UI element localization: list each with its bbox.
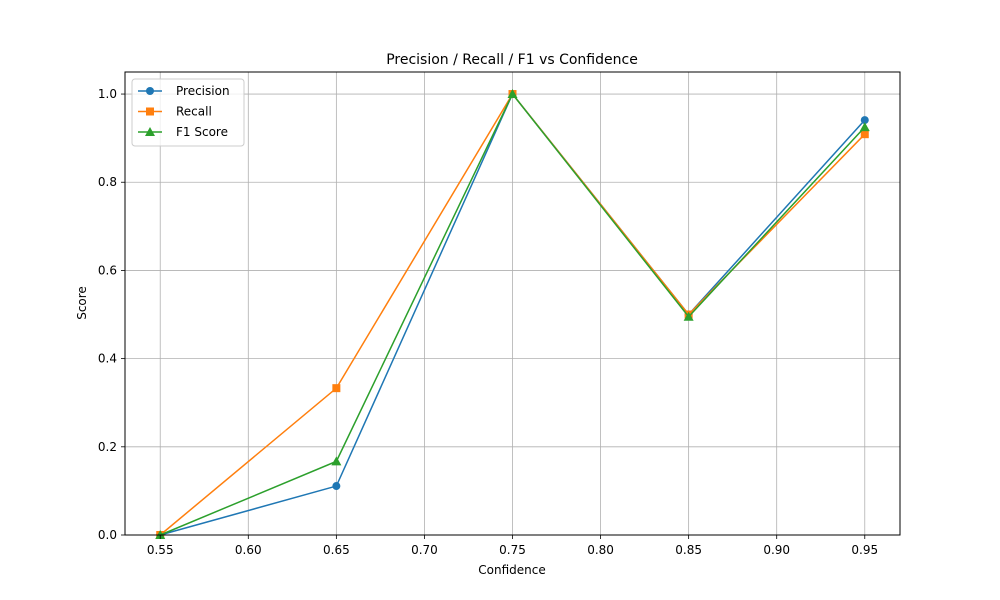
x-axis: 0.55 0.60 0.65 0.70 0.75 0.80 0.85 0.90 0.95 <box>147 535 878 557</box>
x-tick-label: 0.80 <box>587 543 614 557</box>
series-f1-score <box>155 89 870 539</box>
legend-marker <box>146 107 154 116</box>
f1-score-point <box>683 311 694 321</box>
legend-label: Recall <box>176 105 212 119</box>
legend: Precision Recall F1 Score <box>131 78 245 147</box>
recall-point <box>860 130 869 139</box>
y-tick-label: 0.4 <box>98 352 117 366</box>
x-tick-label: 0.70 <box>411 543 438 557</box>
legend-label: F1 Score <box>176 125 228 139</box>
precision-point <box>332 482 341 491</box>
y-tick-label: 0.6 <box>98 263 117 277</box>
legend-label: Precision <box>176 84 230 98</box>
x-tick-label: 0.75 <box>499 543 526 557</box>
series-layer <box>155 89 870 539</box>
y-tick-label: 0.8 <box>98 175 117 189</box>
precision-point <box>860 116 869 125</box>
y-tick-label: 0.2 <box>98 440 117 454</box>
legend-item-f1-score: F1 Score <box>138 125 228 139</box>
f1-score-point <box>859 122 870 132</box>
f1-score-point <box>331 456 342 466</box>
x-tick-label: 0.65 <box>323 543 350 557</box>
y-tick-label: 0.0 <box>98 528 117 542</box>
legend-item-recall: Recall <box>138 105 212 119</box>
y-axis: 0.0 0.2 0.4 0.6 0.8 1.0 <box>98 87 125 542</box>
x-tick-label: 0.95 <box>851 543 878 557</box>
recall-point <box>332 384 341 393</box>
legend-marker <box>146 87 154 95</box>
y-axis-title: Score <box>75 286 89 320</box>
x-tick-label: 0.85 <box>675 543 702 557</box>
x-tick-label: 0.90 <box>763 543 790 557</box>
x-axis-title: Confidence <box>478 563 545 577</box>
x-tick-label: 0.60 <box>235 543 262 557</box>
f1-score-point <box>507 89 518 99</box>
legend-box <box>131 78 245 147</box>
x-tick-label: 0.55 <box>147 543 174 557</box>
legend-marker <box>145 127 155 136</box>
chart-title: Precision / Recall / F1 vs Confidence <box>386 52 638 68</box>
y-tick-label: 1.0 <box>98 87 117 101</box>
legend-item-precision: Precision <box>138 84 230 98</box>
